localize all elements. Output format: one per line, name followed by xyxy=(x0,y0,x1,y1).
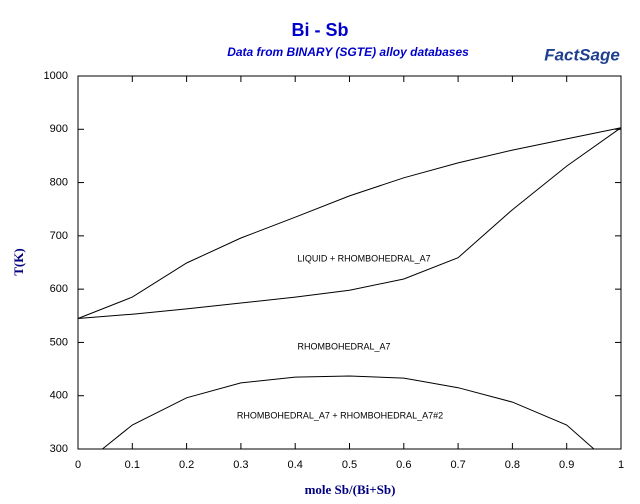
x-tick-label: 0.4 xyxy=(288,459,303,471)
phase-boundary xyxy=(77,127,622,319)
y-tick-label: 300 xyxy=(50,443,68,455)
logo: FactSage xyxy=(544,45,620,64)
x-tick-label: 0.7 xyxy=(450,459,465,471)
y-tick-label: 900 xyxy=(50,123,68,135)
y-axis-label: T(K) xyxy=(11,248,26,275)
phase-boundary xyxy=(102,375,595,450)
y-tick-label: 400 xyxy=(50,390,68,402)
x-tick-label: 0.8 xyxy=(505,459,520,471)
y-tick-label: 600 xyxy=(50,283,68,295)
y-tick-label: 700 xyxy=(50,230,68,242)
chart-title: Bi - Sb xyxy=(292,20,349,40)
x-axis-label: mole Sb/(Bi+Sb) xyxy=(305,482,396,497)
x-tick-label: 1 xyxy=(618,459,624,471)
x-tick-label: 0.6 xyxy=(396,459,411,471)
x-tick-label: 0.2 xyxy=(179,459,194,471)
x-tick-label: 0.5 xyxy=(342,459,357,471)
region-label: RHOMBOHEDRAL_A7 xyxy=(297,341,390,351)
phase-boundary xyxy=(77,127,622,319)
y-tick-label: 500 xyxy=(50,336,68,348)
y-tick-label: 1000 xyxy=(44,70,68,82)
region-label: LIQUID + RHOMBOHEDRAL_A7 xyxy=(297,253,430,263)
x-tick-label: 0.1 xyxy=(125,459,140,471)
x-tick-label: 0 xyxy=(75,459,81,471)
y-tick-label: 800 xyxy=(50,176,68,188)
x-tick-label: 0.3 xyxy=(233,459,248,471)
x-tick-label: 0.9 xyxy=(559,459,574,471)
region-label: RHOMBOHEDRAL_A7 + RHOMBOHEDRAL_A7#2 xyxy=(237,410,443,420)
chart-subtitle: Data from BINARY (SGTE) alloy databases xyxy=(227,45,469,59)
